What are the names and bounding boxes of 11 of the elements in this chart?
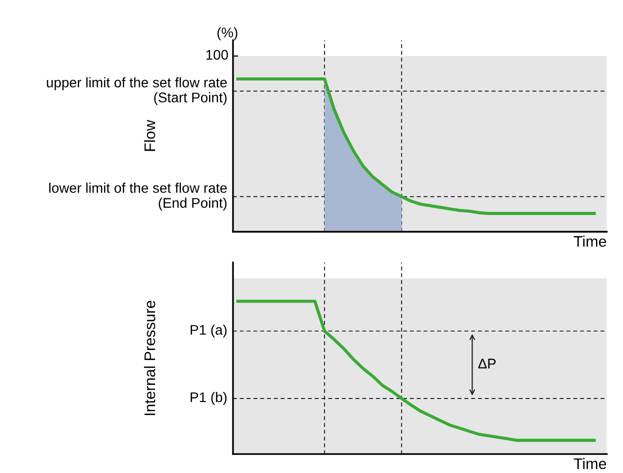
ref-line-label: P1 (b) bbox=[190, 392, 227, 405]
ref-line-label: lower limit of the set flow rate (End Point) bbox=[49, 182, 227, 211]
y-axis-title: Internal Pressure bbox=[144, 300, 156, 416]
x-axis-title: Time bbox=[574, 458, 606, 470]
ref-line-label: P1 (a) bbox=[190, 324, 227, 338]
ref-line-label: upper limit of the set flow rate (Start Point) bbox=[46, 77, 227, 106]
annotation: ΔP bbox=[478, 358, 496, 368]
y-axis-title: Flow bbox=[144, 120, 156, 151]
text: 100 bbox=[206, 50, 228, 60]
text: (%) bbox=[217, 27, 238, 40]
x-axis-title: Time bbox=[574, 236, 606, 247]
